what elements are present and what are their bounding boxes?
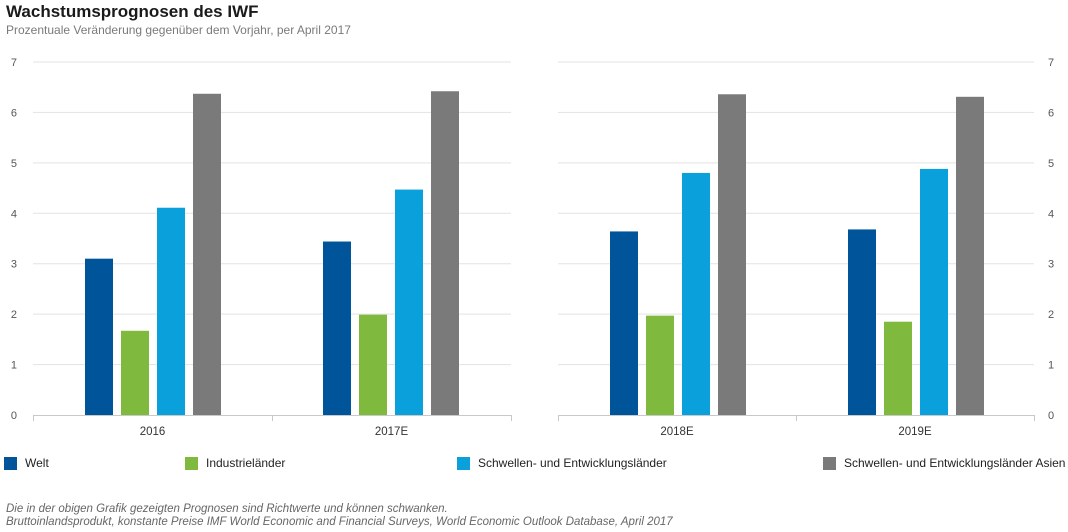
x-tick-label: 2019E bbox=[898, 426, 932, 438]
legend-item-schwellenlaender: Schwellen- und Entwicklungsländer bbox=[457, 456, 667, 470]
legend: Welt Industrieländer Schwellen- und Entw… bbox=[0, 456, 1068, 472]
chart-title: Wachstumsprognosen des IWF bbox=[6, 2, 259, 21]
bar-welt-2018E bbox=[610, 231, 638, 415]
y-tick-label-right: 0 bbox=[1048, 410, 1054, 422]
legend-swatch-schwellenlaender bbox=[457, 456, 470, 470]
y-tick-label-right: 5 bbox=[1048, 158, 1054, 170]
bar-industriel-nder-2019E bbox=[884, 321, 912, 415]
bar-welt-2016 bbox=[85, 258, 113, 415]
bar-welt-2019E bbox=[848, 229, 876, 415]
y-tick-label-right: 7 bbox=[1048, 57, 1054, 69]
y-tick-label-left: 2 bbox=[11, 309, 17, 321]
bar-chart: 0 0 1 1 2 2 3 3 4 4 5 5 6 6 7 7 2016 2017E 2018E 2019E bbox=[11, 57, 1054, 438]
bar-industriel-nder-2016 bbox=[121, 330, 149, 415]
y-tick-label-right: 6 bbox=[1048, 107, 1054, 119]
y-tick-label-left: 4 bbox=[11, 208, 17, 220]
bar-industriel-nder-2018E bbox=[646, 315, 674, 415]
legend-item-industrielaender: Industrieländer bbox=[185, 456, 285, 470]
y-tick-label-right: 1 bbox=[1048, 360, 1054, 372]
bar-schwellen-und-entwicklungsl-nder-2019E bbox=[920, 168, 948, 415]
legend-label-asien: Schwellen- und Entwicklungsländer Asien bbox=[844, 456, 1066, 470]
y-tick-label-left: 1 bbox=[11, 360, 17, 372]
bar-industriel-nder-2017E bbox=[359, 314, 387, 415]
x-tick-label: 2017E bbox=[375, 426, 409, 438]
y-tick-label-right: 3 bbox=[1048, 259, 1054, 271]
legend-label-welt: Welt bbox=[25, 456, 49, 470]
legend-label-schwellenlaender: Schwellen- und Entwicklungsländer bbox=[478, 456, 667, 470]
bar-schwellen-und-entwicklungsl-nder-2018E bbox=[682, 172, 710, 415]
bar-schwellen-und-entwicklungsl-nder-asien-2019E bbox=[956, 96, 984, 415]
bar-welt-2017E bbox=[323, 241, 351, 415]
legend-label-industrielaender: Industrieländer bbox=[206, 456, 286, 470]
x-tick-label: 2018E bbox=[660, 426, 694, 438]
footnote-source: Bruttoinlandsprodukt, konstante Preise I… bbox=[6, 516, 673, 528]
y-tick-label-right: 4 bbox=[1048, 208, 1054, 220]
legend-item-welt: Welt bbox=[4, 456, 49, 470]
bar-schwellen-und-entwicklungsl-nder-asien-2018E bbox=[718, 94, 746, 415]
legend-swatch-welt bbox=[4, 456, 17, 470]
bar-schwellen-und-entwicklungsl-nder-asien-2017E bbox=[431, 91, 459, 416]
y-tick-label-left: 5 bbox=[11, 158, 17, 170]
y-tick-label-left: 6 bbox=[11, 107, 17, 119]
y-tick-label-left: 3 bbox=[11, 259, 17, 271]
y-tick-label-left: 0 bbox=[11, 410, 17, 422]
bar-schwellen-und-entwicklungsl-nder-2016 bbox=[157, 207, 185, 415]
chart-subtitle: Prozentuale Veränderung gegenüber dem Vo… bbox=[6, 23, 351, 37]
bar-schwellen-und-entwicklungsl-nder-2017E bbox=[395, 189, 423, 415]
legend-swatch-industrielaender bbox=[185, 456, 198, 470]
bar-schwellen-und-entwicklungsl-nder-asien-2016 bbox=[193, 93, 221, 416]
y-tick-label-right: 2 bbox=[1048, 309, 1054, 321]
y-tick-label-left: 7 bbox=[11, 57, 17, 69]
x-tick-label: 2016 bbox=[140, 426, 166, 438]
footnote-disclaimer: Die in der obigen Grafik gezeigten Progn… bbox=[6, 503, 448, 515]
legend-swatch-asien bbox=[823, 456, 836, 470]
legend-item-asien: Schwellen- und Entwicklungsländer Asien bbox=[823, 456, 1065, 470]
